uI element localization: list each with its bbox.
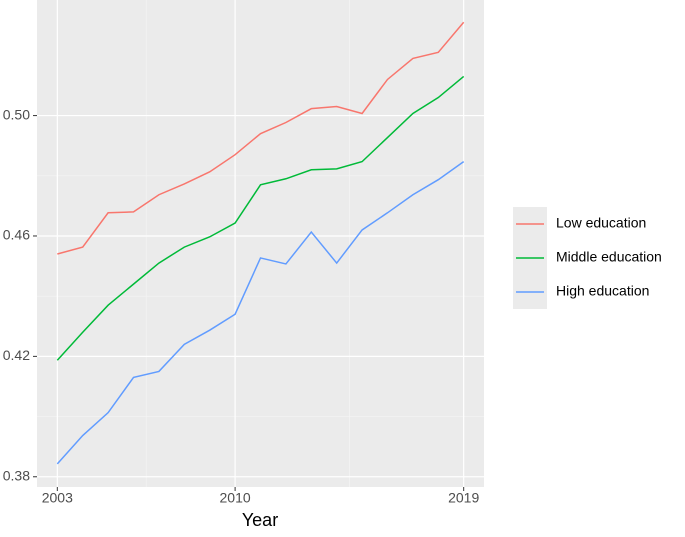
panel (37, 0, 484, 487)
legend-label: High education (556, 283, 649, 299)
x-tick-label: 2010 (220, 490, 251, 506)
y-tick-label: 0.38 (3, 467, 30, 483)
x-tick-label: 2003 (42, 490, 73, 506)
x-axis-title: Year (242, 510, 278, 530)
legend-label: Middle education (556, 249, 662, 265)
y-tick-label: 0.50 (3, 106, 30, 122)
x-tick-label: 2019 (448, 490, 479, 506)
y-tick-label: 0.42 (3, 347, 30, 363)
line (56, 161, 465, 465)
y-tick-label: 0.46 (3, 227, 30, 243)
line (56, 75, 465, 361)
line (57, 21, 465, 255)
legend-label: Low education (556, 215, 646, 231)
